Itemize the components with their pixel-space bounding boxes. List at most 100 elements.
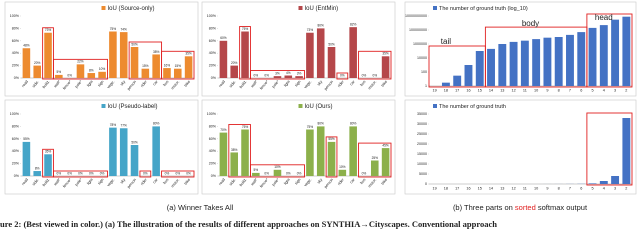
data-label: 38% (231, 148, 238, 152)
bar (98, 71, 106, 78)
data-label: 0% (165, 171, 170, 175)
x-tick-label: 11 (523, 89, 527, 93)
bar (273, 76, 282, 78)
data-label: 8% (89, 68, 94, 72)
x-tick-label: 5 (591, 89, 593, 93)
bar (109, 31, 117, 78)
x-tick-label: 6 (580, 89, 582, 93)
data-label: 0% (372, 73, 377, 77)
x-tick-label: 16 (466, 89, 470, 93)
x-tick-label: light (283, 177, 291, 186)
bar (509, 41, 518, 86)
caption-b-text: (b) Three parts on (453, 203, 515, 212)
highlight-box (249, 70, 305, 80)
x-tick-label: 12 (511, 89, 515, 93)
legend-swatch (433, 104, 437, 108)
bar (219, 40, 228, 78)
y-tick-label: 30000 (417, 122, 427, 126)
bar (44, 154, 52, 176)
x-tick-label: pole* (271, 79, 280, 89)
caption-a: (a) Winner Takes All (167, 203, 234, 212)
data-label: 0% (254, 73, 259, 77)
bar (119, 32, 128, 78)
x-tick-label: motor. (170, 80, 180, 91)
data-label: 48% (23, 44, 30, 48)
x-tick-label: car (349, 79, 356, 86)
figure-caption: ure 2: (Best viewed in color.) (a) The i… (0, 219, 497, 229)
x-tick-label: bike (381, 80, 389, 88)
bar (599, 181, 608, 184)
bar (327, 47, 336, 78)
data-label: 50% (328, 42, 335, 46)
data-label: 50% (131, 140, 138, 144)
y-tick-label: 100000000 (409, 28, 427, 32)
bar (44, 32, 52, 78)
x-tick-label: 15 (478, 187, 482, 191)
bar (109, 127, 117, 176)
data-label: 0% (67, 171, 72, 175)
data-label: 0% (89, 171, 94, 175)
annotation: tail (441, 37, 451, 46)
bar (487, 48, 495, 86)
highlight-box (358, 50, 392, 80)
data-label: 75% (242, 27, 249, 31)
bar (349, 27, 357, 78)
data-label: 0% (362, 73, 367, 77)
y-tick-label: 0% (211, 76, 217, 80)
x-tick-label: 8 (558, 187, 560, 191)
data-label: 20% (34, 61, 41, 65)
y-tick-label: 80% (12, 26, 20, 30)
y-tick-label: 0 (425, 182, 427, 186)
bar (316, 28, 325, 78)
y-tick-label: 25000 (417, 132, 427, 136)
highlight-box (228, 124, 251, 178)
y-tick-label: 60% (12, 39, 20, 43)
legend-label: The number of ground truth (log_10) (439, 6, 528, 12)
y-tick-label: 40% (209, 51, 217, 55)
bar (316, 126, 325, 176)
x-tick-label: 19 (433, 89, 437, 93)
y-tick-label: 60% (209, 137, 217, 141)
data-label: 3% (297, 71, 302, 75)
data-label: 73% (45, 28, 52, 32)
x-tick-label: road (218, 178, 226, 186)
x-tick-label: sign (97, 80, 105, 88)
x-tick-label: vege. (303, 80, 312, 90)
x-tick-label: build. (42, 178, 51, 188)
data-label: 80% (318, 122, 325, 126)
x-tick-label: 17 (455, 89, 459, 93)
bar (33, 65, 42, 78)
y-tick-label: 60% (209, 39, 217, 43)
x-tick-label: 6 (580, 187, 582, 191)
data-label: 0% (175, 171, 180, 175)
bar (130, 47, 139, 78)
data-label: 0% (340, 73, 345, 77)
y-tick-label: 100% (10, 14, 20, 18)
panel-frame (4, 1, 199, 97)
x-tick-label: 5 (591, 187, 593, 191)
data-label: 80% (318, 24, 325, 28)
x-tick-label: car (152, 79, 159, 86)
highlight-box (586, 112, 633, 186)
y-tick-label: 100% (207, 14, 217, 18)
x-tick-label: 11 (523, 187, 527, 191)
bar (141, 68, 150, 78)
x-tick-label: side. (229, 178, 237, 187)
highlight-box (42, 27, 54, 80)
x-tick-label: sign (97, 178, 105, 186)
data-label: 3% (275, 71, 280, 75)
x-tick-label: light (86, 79, 94, 88)
x-tick-label: rider (140, 177, 148, 186)
x-tick-label: car (349, 177, 356, 184)
x-tick-label: 3 (614, 89, 616, 93)
bar (152, 126, 160, 176)
x-tick-label: road (218, 80, 226, 88)
highlight-box (52, 58, 108, 80)
x-tick-label: 9 (546, 89, 548, 93)
y-tick-label: 10000 (417, 162, 427, 166)
y-tick-label: 100% (207, 112, 217, 116)
data-label: 60% (220, 36, 227, 40)
x-tick-label: build. (239, 80, 248, 90)
bar (381, 56, 390, 78)
bar (349, 126, 357, 176)
